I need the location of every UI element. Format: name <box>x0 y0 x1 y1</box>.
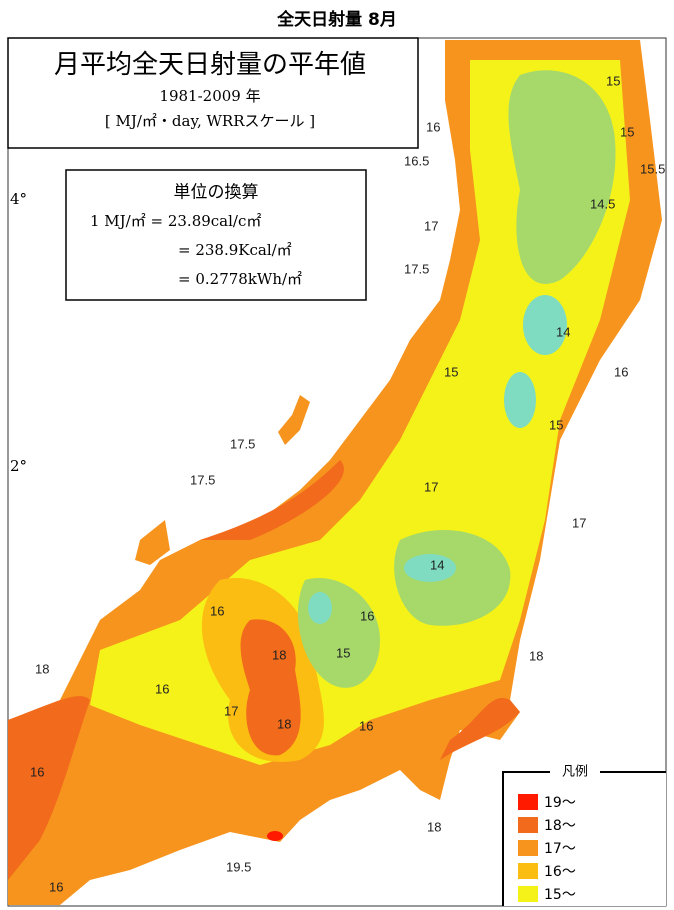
contour-label: 16 <box>359 718 373 733</box>
peninsula <box>135 520 170 565</box>
conversion-line: 1 MJ/㎡ = 23.89cal/c㎡ <box>90 212 261 230</box>
conversion-frame <box>65 169 367 301</box>
contour-label: 15 <box>444 364 458 379</box>
peak-zone <box>267 831 283 841</box>
legend: 凡例 19～ 18～ 17～ 16～ 15～ <box>502 765 666 906</box>
legend-swatch <box>518 794 538 810</box>
lat-label: 4° <box>10 190 27 208</box>
legend-title: 凡例 <box>562 765 588 780</box>
high-zone <box>440 698 520 760</box>
contour-label: 16.5 <box>404 153 429 168</box>
lowest-zone <box>504 372 536 428</box>
low-zone <box>394 530 511 626</box>
legend-label: 19～ <box>544 795 576 811</box>
contour-label: 17 <box>572 515 586 530</box>
contour-label: 16 <box>426 119 440 134</box>
legend-swatch <box>518 863 538 879</box>
contour-label: 15.5 <box>640 161 665 176</box>
contour-label: 17.5 <box>230 436 255 451</box>
info-unit: [ MJ/㎡・day, WRRスケール ] <box>105 112 315 130</box>
contour-label: 15 <box>336 645 350 660</box>
contour-label: 15 <box>549 417 563 432</box>
high-zone <box>240 619 301 756</box>
contour-label: 17.5 <box>404 261 429 276</box>
contour-label: 18 <box>529 648 543 663</box>
contour-label: 18 <box>35 661 49 676</box>
legend-label: 16～ <box>544 864 576 880</box>
contour-label: 19.5 <box>226 859 251 874</box>
contour-label: 16 <box>30 764 44 779</box>
contour-label: 17.5 <box>190 472 215 487</box>
legend-frame <box>502 772 666 906</box>
contour-label: 18 <box>427 819 441 834</box>
legend-label: 15～ <box>544 887 576 903</box>
contour-label: 17 <box>424 479 438 494</box>
lowest-zone <box>404 554 456 582</box>
contour-label: 17 <box>424 218 438 233</box>
contour-label: 16 <box>49 879 63 894</box>
contour-label: 16 <box>614 364 628 379</box>
contour-label: 14 <box>430 557 444 572</box>
lowest-zone <box>308 592 332 624</box>
info-box: 月平均全天日射量の平年値 1981-2009 年 [ MJ/㎡・day, WRR… <box>7 37 419 149</box>
contour-label: 15 <box>620 124 634 139</box>
lowest-zone <box>523 295 567 355</box>
high-zone <box>8 696 90 880</box>
contour-labels: 15 15 16 16.5 15.5 14.5 17 17.5 14 15 16… <box>30 73 665 894</box>
contour-label: 16 <box>210 603 224 618</box>
contour-label: 14.5 <box>590 196 615 211</box>
contour-label: 18 <box>272 647 286 662</box>
conversion-line: = 0.2778kWh/㎡ <box>178 270 302 288</box>
conversion-title: 単位の換算 <box>174 183 259 203</box>
contour-label: 18 <box>277 716 291 731</box>
info-frame <box>7 37 419 149</box>
high-zone <box>200 460 344 540</box>
contour-label: 16 <box>360 608 374 623</box>
info-title: 月平均全天日射量の平年値 <box>54 50 366 80</box>
contour-label: 17 <box>224 703 238 718</box>
conversion-line: = 238.9Kcal/㎡ <box>178 241 292 259</box>
legend-swatch <box>518 886 538 902</box>
page-title: 全天日射量 8月 <box>276 9 397 30</box>
low-zone <box>508 70 616 284</box>
contour-label: 16 <box>155 681 169 696</box>
conversion-box: 単位の換算 1 MJ/㎡ = 23.89cal/c㎡ = 238.9Kcal/㎡… <box>65 169 367 301</box>
legend-label: 17～ <box>544 841 576 857</box>
legend-swatch <box>518 817 538 833</box>
island <box>278 395 310 445</box>
legend-swatch <box>518 840 538 856</box>
legend-label: 18～ <box>544 818 576 834</box>
contour-label: 14 <box>556 324 570 339</box>
lat-label: 2° <box>10 457 27 475</box>
contour-label: 15 <box>606 73 620 88</box>
info-period: 1981-2009 年 <box>159 87 260 105</box>
